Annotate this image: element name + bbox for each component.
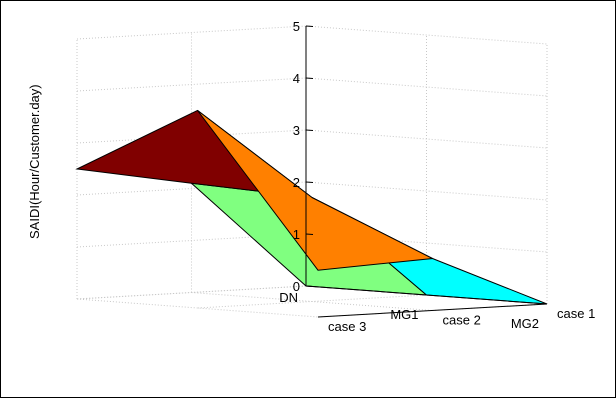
z-tick-mark: [305, 25, 314, 27]
z-tick-mark: [305, 285, 314, 287]
y-tick-label: case 1: [557, 306, 595, 321]
y-tick-label: case 2: [443, 313, 481, 328]
grid-line: [305, 25, 548, 45]
z-tick-label: 3: [293, 123, 300, 138]
z-tick-label: 4: [293, 71, 300, 86]
x-tick-label: MG1: [390, 307, 418, 322]
z-tick-mark: [305, 129, 314, 131]
grid-line: [305, 181, 548, 201]
grid-line: [76, 298, 319, 318]
surface-cell: [197, 110, 435, 271]
grid-line: [76, 181, 307, 196]
z-tick-mark: [305, 233, 314, 235]
z-tick-mark: [305, 77, 314, 79]
grid-line: [191, 292, 433, 311]
z-tick-label: 2: [293, 175, 300, 190]
axes-lines: [305, 25, 548, 318]
tick-labels: 0 1 2 3 4 5 DN MG1 MG2 case 1 case 2 case 3: [279, 19, 595, 334]
z-tick-mark: [305, 181, 314, 183]
surface-plot: [75, 109, 548, 305]
z-axis-label: SAIDI(Hour/Customer.day): [27, 84, 42, 239]
grid-line: [76, 25, 307, 40]
x-tick-label: MG2: [511, 316, 539, 331]
z-tick-label: 5: [293, 19, 300, 34]
x-axis-line: [305, 285, 548, 305]
x-tick-label: DN: [279, 290, 298, 305]
z-tick-label: 0: [293, 279, 300, 294]
y-tick-label: case 3: [328, 319, 366, 334]
z-tick-label: 1: [293, 227, 300, 242]
y-axis-line: [317, 303, 548, 318]
